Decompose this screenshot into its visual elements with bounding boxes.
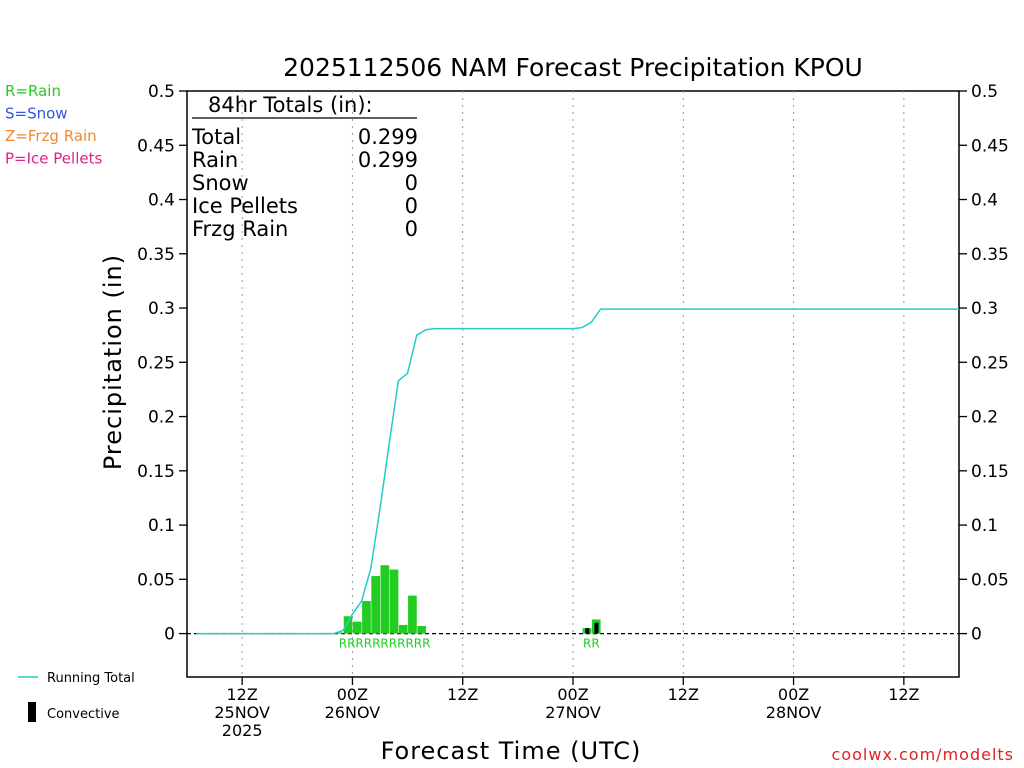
y-axis-left-ticks: 0.5 0.45 0.4 0.35 0.3 0.25 0.2 0.15 0.1 0.05 0 bbox=[137, 82, 187, 645]
precip-type-legend: R=Rain S=Snow Z=Frzg Rain P=Ice Pellets bbox=[5, 82, 102, 168]
y-tick-label-right: 0.1 bbox=[971, 516, 998, 536]
x-tick-label: 00Z bbox=[337, 685, 368, 704]
convective-label: Convective bbox=[47, 707, 120, 722]
x-tick-label: 26NOV bbox=[325, 703, 381, 722]
x-tick-label: 25NOV bbox=[214, 703, 270, 722]
precip-bar bbox=[343, 616, 353, 634]
y-tick-label-left: 0.25 bbox=[137, 353, 175, 373]
x-tick-label: 2025 bbox=[222, 721, 263, 740]
y-tick-label-right: 0.25 bbox=[971, 353, 1009, 373]
y-tick-label-left: 0.35 bbox=[137, 245, 175, 265]
legend-item: R=Rain bbox=[5, 82, 61, 100]
totals-row-value: 0.299 bbox=[358, 125, 418, 149]
y-axis-right-ticks: 0.5 0.45 0.4 0.35 0.3 0.25 0.2 0.15 0.1 0.05 0 bbox=[959, 82, 1009, 645]
y-tick-label-right: 0.5 bbox=[971, 82, 998, 102]
vertical-gridlines bbox=[241, 91, 905, 677]
y-tick-label-left: 0.2 bbox=[148, 408, 175, 428]
totals-header: 84hr Totals (in): bbox=[208, 93, 373, 117]
precip-bar bbox=[352, 621, 362, 634]
y-tick-label-left: 0.45 bbox=[137, 136, 175, 156]
precip-bar bbox=[408, 595, 417, 634]
y-tick-label-left: 0.1 bbox=[148, 516, 175, 536]
convective-bars bbox=[585, 622, 599, 634]
y-tick-label-right: 0.2 bbox=[971, 408, 998, 428]
totals-row-value: 0 bbox=[405, 217, 418, 241]
x-tick-label: 00Z bbox=[778, 685, 809, 704]
x-tick-label: 28NOV bbox=[766, 703, 822, 722]
totals-row-value: 0 bbox=[405, 194, 418, 218]
y-tick-label-left: 0.3 bbox=[148, 299, 175, 319]
convective-swatch bbox=[28, 702, 36, 722]
y-axis-label: Precipitation (in) bbox=[99, 254, 127, 470]
precip-type-markers: RRRRRRRRRRR RR bbox=[339, 637, 600, 651]
x-tick-label: 27NOV bbox=[545, 703, 601, 722]
y-tick-label-right: 0.35 bbox=[971, 245, 1009, 265]
y-tick-label-left: 0 bbox=[164, 625, 175, 645]
convective-bar bbox=[585, 628, 590, 634]
x-tick-label: 12Z bbox=[668, 685, 699, 704]
precip-type-marker: RRRRRRRRRRR bbox=[339, 637, 431, 651]
totals-row-label: Rain bbox=[192, 148, 238, 172]
y-tick-label-right: 0.3 bbox=[971, 299, 998, 319]
precip-bar bbox=[362, 601, 371, 634]
totals-row-value: 0.299 bbox=[358, 148, 418, 172]
totals-box: 84hr Totals (in): Total 0.299 Rain 0.299 Sno… bbox=[191, 93, 418, 241]
legend-item: Z=Frzg Rain bbox=[5, 127, 97, 145]
x-axis-label: Forecast Time (UTC) bbox=[381, 737, 642, 765]
precip-bar bbox=[417, 625, 426, 634]
running-total-label: Running Total bbox=[47, 671, 135, 686]
y-tick-label-left: 0.5 bbox=[148, 82, 175, 102]
y-tick-label-left: 0.15 bbox=[137, 462, 175, 482]
precip-type-marker: RR bbox=[583, 637, 600, 651]
credit-text: coolwx.com/modelts bbox=[832, 745, 1014, 764]
x-tick-label: 00Z bbox=[557, 685, 588, 704]
precip-bar bbox=[371, 576, 380, 634]
legend-item: P=Ice Pellets bbox=[5, 150, 102, 168]
y-tick-label-left: 0.05 bbox=[137, 570, 175, 590]
totals-row-value: 0 bbox=[405, 171, 418, 195]
precip-bars bbox=[334, 565, 601, 634]
chart-title: 2025112506 NAM Forecast Precipitation KP… bbox=[283, 53, 863, 82]
totals-row-label: Snow bbox=[192, 171, 249, 195]
precip-bar bbox=[380, 565, 390, 634]
y-tick-label-right: 0.4 bbox=[971, 191, 998, 211]
y-tick-label-right: 0.05 bbox=[971, 570, 1009, 590]
y-tick-label-right: 0 bbox=[971, 625, 982, 645]
totals-row-label: Frzg Rain bbox=[192, 217, 288, 241]
bottom-legend: Running Total Convective bbox=[18, 671, 135, 722]
convective-bar bbox=[594, 622, 599, 634]
precip-bar bbox=[398, 624, 408, 634]
y-tick-label-left: 0.4 bbox=[148, 191, 175, 211]
precip-bar bbox=[389, 569, 399, 634]
x-tick-label: 12Z bbox=[888, 685, 919, 704]
y-tick-label-right: 0.45 bbox=[971, 136, 1009, 156]
x-tick-label: 12Z bbox=[226, 685, 257, 704]
legend-item: S=Snow bbox=[5, 105, 68, 123]
precip-bar bbox=[334, 632, 344, 634]
totals-row-label: Total bbox=[191, 125, 241, 149]
y-tick-label-right: 0.15 bbox=[971, 462, 1009, 482]
x-tick-label: 12Z bbox=[447, 685, 478, 704]
running-total-line bbox=[196, 308, 959, 635]
totals-row-label: Ice Pellets bbox=[192, 194, 298, 218]
